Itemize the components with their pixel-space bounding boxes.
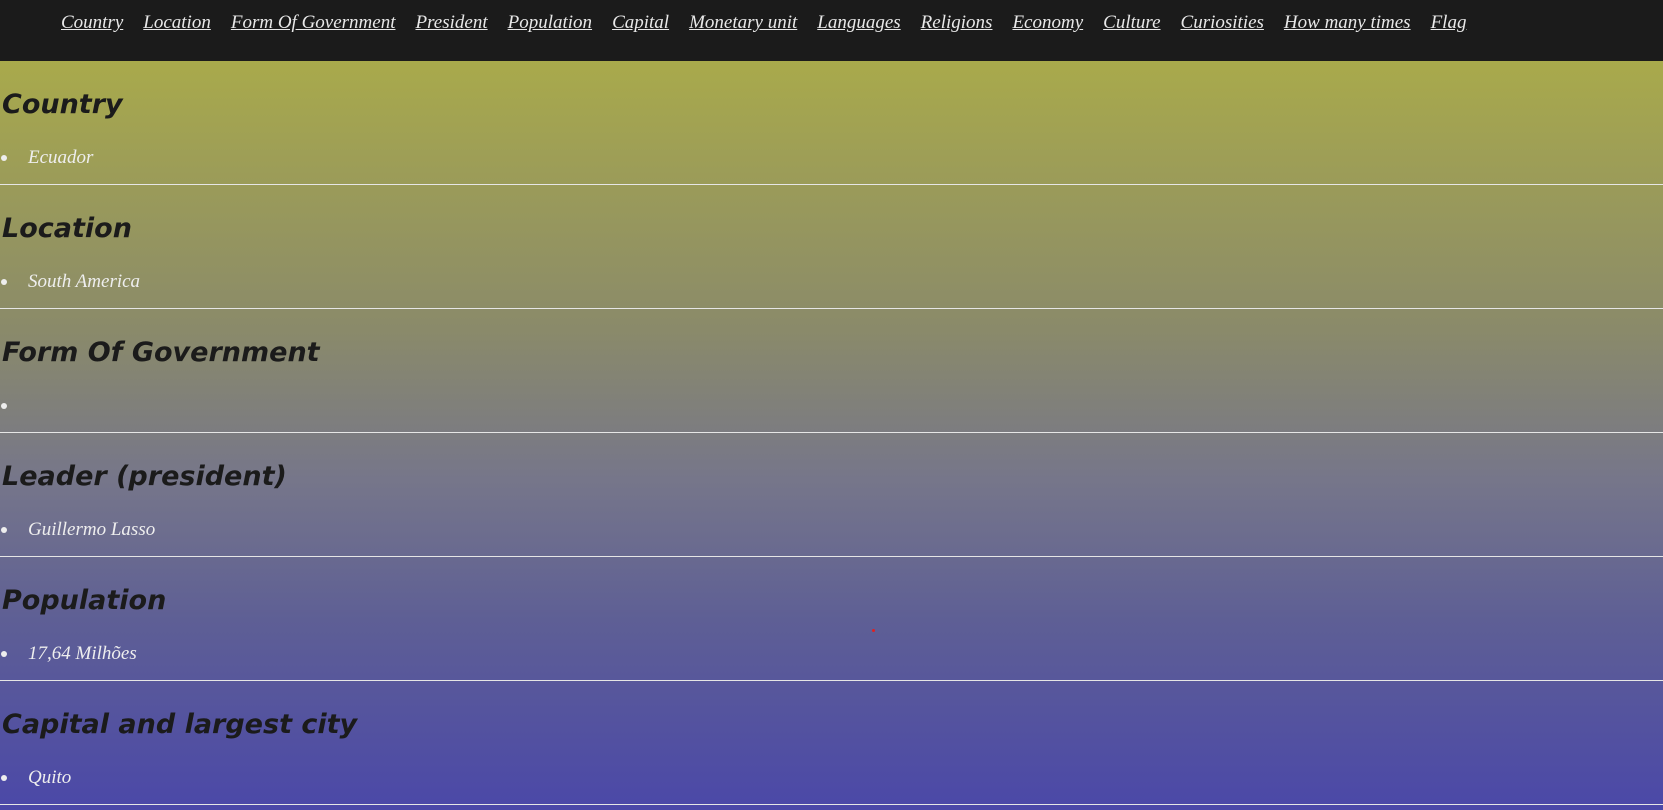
section-heading: Form Of Government bbox=[2, 337, 320, 368]
section-list: Guillermo Lasso bbox=[0, 519, 155, 541]
list-item: Ecuador bbox=[0, 147, 93, 169]
section-location: Location South America bbox=[0, 185, 1663, 309]
bullet-icon bbox=[1, 775, 7, 781]
bullet-icon bbox=[1, 651, 7, 657]
main-content: Country Ecuador Location South America F… bbox=[0, 61, 1663, 805]
top-navigation: Country Location Form Of Government Pres… bbox=[0, 0, 1663, 61]
section-population: Population 17,64 Milhões bbox=[0, 557, 1663, 681]
nav-link-languages[interactable]: Languages bbox=[817, 12, 901, 33]
section-heading: Location bbox=[2, 213, 132, 244]
section-list: Quito bbox=[0, 767, 71, 789]
nav-link-country[interactable]: Country bbox=[61, 12, 124, 33]
list-item-text: Ecuador bbox=[28, 147, 94, 168]
list-item: South America bbox=[0, 271, 140, 293]
section-heading: Country bbox=[2, 89, 123, 120]
section-capital: Capital and largest city Quito bbox=[0, 681, 1663, 805]
bullet-icon bbox=[1, 527, 7, 533]
bullet-icon bbox=[1, 403, 7, 409]
section-list: Ecuador bbox=[0, 147, 93, 169]
section-leader: Leader (president) Guillermo Lasso bbox=[0, 433, 1663, 557]
nav-link-monetary-unit[interactable]: Monetary unit bbox=[689, 12, 798, 33]
nav-link-form-of-government[interactable]: Form Of Government bbox=[230, 12, 396, 33]
section-heading: Leader (president) bbox=[2, 461, 287, 492]
nav-link-flag[interactable]: Flag bbox=[1430, 12, 1467, 33]
nav-link-president[interactable]: President bbox=[415, 12, 488, 33]
list-item: 17,64 Milhões bbox=[0, 643, 137, 665]
bullet-icon bbox=[1, 155, 7, 161]
nav-link-how-many-times[interactable]: How many times bbox=[1283, 12, 1411, 33]
section-country: Country Ecuador bbox=[0, 61, 1663, 185]
section-list: 17,64 Milhões bbox=[0, 643, 137, 665]
list-item-text: 17,64 Milhões bbox=[28, 643, 137, 664]
list-item-text: Guillermo Lasso bbox=[28, 519, 156, 540]
section-form-of-government: Form Of Government bbox=[0, 309, 1663, 433]
list-item: Quito bbox=[0, 767, 71, 789]
list-item-text: South America bbox=[28, 271, 141, 292]
nav-link-population[interactable]: Population bbox=[507, 12, 593, 33]
list-item-text: Quito bbox=[28, 767, 72, 788]
cursor-dot bbox=[872, 629, 875, 632]
section-heading: Population bbox=[2, 585, 167, 616]
nav-link-capital[interactable]: Capital bbox=[612, 12, 670, 33]
nav-link-curiosities[interactable]: Curiosities bbox=[1180, 12, 1264, 33]
list-item: Guillermo Lasso bbox=[0, 519, 155, 541]
section-list: South America bbox=[0, 271, 140, 293]
nav-link-religions[interactable]: Religions bbox=[920, 12, 993, 33]
nav-link-culture[interactable]: Culture bbox=[1103, 12, 1161, 33]
section-heading: Capital and largest city bbox=[2, 709, 358, 740]
nav-link-location[interactable]: Location bbox=[143, 12, 211, 33]
nav-link-economy[interactable]: Economy bbox=[1012, 12, 1084, 33]
bullet-icon bbox=[1, 279, 7, 285]
